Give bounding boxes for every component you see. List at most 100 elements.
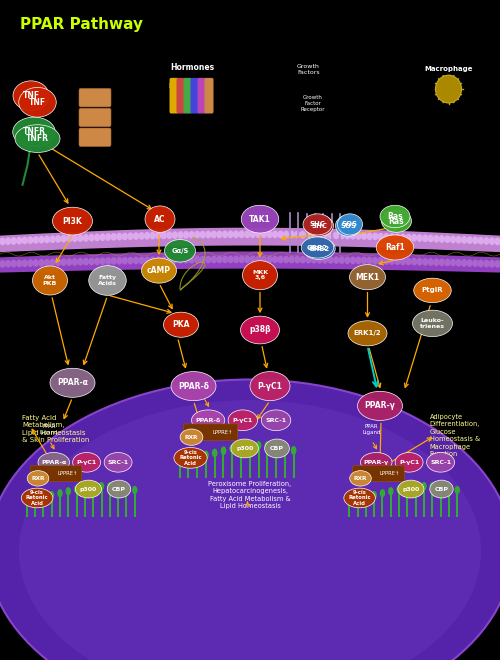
Text: Macrophage: Macrophage: [425, 65, 473, 72]
Ellipse shape: [256, 441, 262, 449]
Circle shape: [295, 232, 300, 238]
Text: PPAR
Ligand: PPAR Ligand: [40, 424, 58, 435]
Circle shape: [328, 232, 333, 238]
Ellipse shape: [372, 491, 377, 499]
Ellipse shape: [132, 486, 138, 494]
Ellipse shape: [32, 494, 38, 502]
Circle shape: [150, 257, 155, 263]
Text: PPAR-α: PPAR-α: [41, 460, 66, 465]
Ellipse shape: [430, 482, 435, 490]
Circle shape: [240, 256, 244, 263]
Ellipse shape: [107, 482, 112, 490]
Circle shape: [428, 259, 433, 265]
Circle shape: [67, 236, 71, 242]
FancyBboxPatch shape: [79, 108, 111, 127]
Text: SOS: SOS: [342, 221, 358, 228]
Text: Fatty
Acids: Fatty Acids: [98, 275, 117, 286]
Circle shape: [112, 234, 116, 240]
FancyBboxPatch shape: [190, 78, 200, 114]
Circle shape: [412, 235, 416, 241]
Ellipse shape: [303, 214, 332, 235]
Circle shape: [478, 238, 483, 244]
FancyBboxPatch shape: [184, 78, 192, 114]
Text: LPPRE↑: LPPRE↑: [212, 430, 233, 435]
Circle shape: [172, 257, 178, 263]
Ellipse shape: [231, 439, 258, 458]
Circle shape: [228, 256, 233, 263]
Ellipse shape: [186, 453, 191, 462]
Circle shape: [395, 234, 400, 240]
FancyBboxPatch shape: [176, 78, 186, 114]
Circle shape: [400, 234, 406, 241]
Circle shape: [172, 232, 178, 238]
Ellipse shape: [49, 491, 54, 499]
Text: SHC: SHC: [311, 222, 327, 229]
Ellipse shape: [247, 442, 252, 450]
Circle shape: [240, 231, 244, 238]
Circle shape: [212, 256, 216, 263]
FancyBboxPatch shape: [170, 78, 178, 114]
Circle shape: [17, 260, 21, 267]
Circle shape: [156, 232, 160, 239]
Circle shape: [300, 257, 305, 263]
Text: RXR: RXR: [354, 476, 367, 481]
Circle shape: [62, 259, 66, 265]
Circle shape: [106, 234, 110, 240]
Circle shape: [317, 232, 322, 238]
Circle shape: [234, 231, 238, 238]
Circle shape: [378, 257, 383, 264]
Ellipse shape: [164, 312, 198, 337]
Circle shape: [56, 259, 60, 265]
Circle shape: [456, 236, 461, 243]
Text: p300: p300: [80, 486, 97, 492]
Circle shape: [345, 257, 350, 263]
Circle shape: [34, 260, 38, 266]
Circle shape: [212, 231, 216, 238]
Circle shape: [284, 231, 288, 238]
Text: Raf1: Raf1: [385, 243, 405, 252]
Circle shape: [334, 232, 338, 238]
Text: 9-cis
Retonic
Acid: 9-cis Retonic Acid: [26, 490, 48, 506]
Circle shape: [167, 232, 172, 238]
Circle shape: [434, 259, 438, 265]
Circle shape: [468, 260, 472, 266]
Circle shape: [245, 256, 250, 263]
Ellipse shape: [76, 480, 102, 498]
Text: PPAR
Ligand: PPAR Ligand: [362, 424, 381, 435]
Ellipse shape: [250, 372, 290, 401]
Text: PI3K: PI3K: [62, 216, 82, 226]
Text: ERK1/2: ERK1/2: [354, 330, 382, 337]
Circle shape: [417, 235, 422, 241]
Text: RXR: RXR: [185, 435, 198, 440]
Text: p38β: p38β: [249, 325, 271, 335]
Ellipse shape: [90, 482, 96, 491]
Circle shape: [162, 232, 166, 238]
Ellipse shape: [380, 489, 385, 498]
Text: Hormones: Hormones: [170, 63, 214, 72]
Ellipse shape: [74, 485, 80, 494]
Circle shape: [384, 258, 388, 264]
Circle shape: [295, 257, 300, 263]
Circle shape: [222, 231, 228, 238]
Text: Leuko-
trienes: Leuko- trienes: [420, 318, 445, 329]
Ellipse shape: [446, 484, 452, 492]
Circle shape: [423, 235, 428, 242]
Ellipse shape: [414, 279, 451, 302]
Circle shape: [300, 232, 305, 238]
Ellipse shape: [360, 453, 392, 472]
Circle shape: [217, 231, 222, 238]
Ellipse shape: [396, 485, 402, 494]
Circle shape: [11, 261, 16, 267]
Circle shape: [206, 232, 210, 238]
Circle shape: [290, 232, 294, 238]
Circle shape: [412, 259, 416, 265]
Circle shape: [378, 234, 383, 240]
Circle shape: [400, 258, 406, 265]
Ellipse shape: [382, 210, 412, 232]
Circle shape: [94, 258, 100, 265]
Ellipse shape: [220, 446, 226, 455]
Text: GRB2: GRB2: [308, 246, 330, 252]
Text: p300: p300: [402, 486, 419, 492]
Text: LPPRE↑: LPPRE↑: [57, 471, 78, 476]
Circle shape: [134, 257, 138, 264]
